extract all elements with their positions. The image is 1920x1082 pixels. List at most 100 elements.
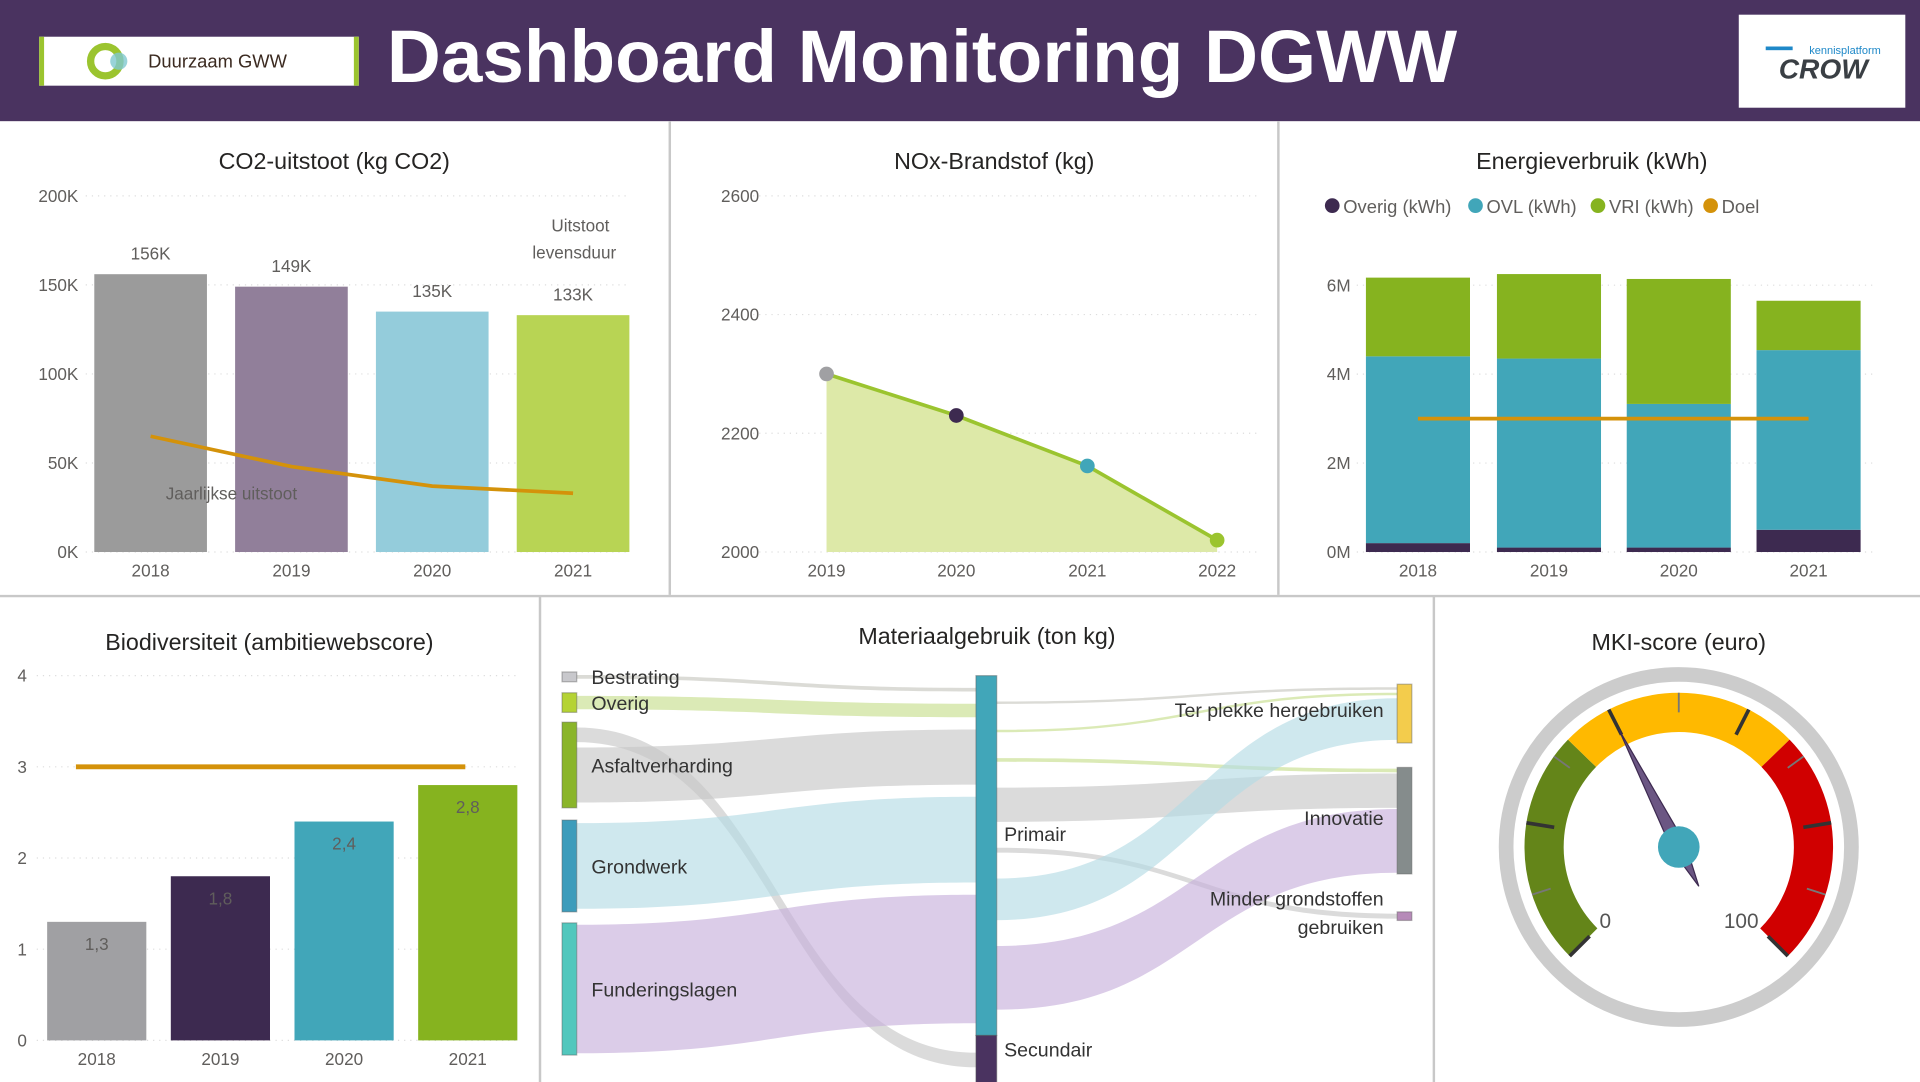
x-tick-label: 2021 <box>449 1049 487 1069</box>
sankey-node-bestrating[interactable] <box>561 671 578 683</box>
bar-data-label: 149K <box>271 256 312 276</box>
x-tick-label: 2020 <box>1660 560 1698 580</box>
bar-2020-vri <box>1626 278 1731 404</box>
logo-right-top: kennisplatform <box>1809 45 1881 57</box>
bar-data-label: 1,3 <box>85 934 109 954</box>
nox-title: NOx-Brandstof (kg) <box>894 148 1094 174</box>
bar-data-label: 2,8 <box>456 797 480 817</box>
sankey-label-minder-grondstoffen-gebruiken: Minder grondstoffen <box>1210 889 1384 911</box>
logo-left-text: Duurzaam GWW <box>148 50 287 71</box>
gauge-outer-ring <box>1498 667 1859 1027</box>
gauge-tick <box>1568 934 1591 958</box>
bar-2019-ovl <box>1496 358 1602 548</box>
sankey-node-overig[interactable] <box>561 692 578 713</box>
y-tick-label: 4M <box>1327 364 1351 384</box>
gauge-tick <box>1766 934 1790 958</box>
mki-gauge: 0 100 <box>1498 667 1859 1027</box>
y-tick-label: 2M <box>1327 453 1351 473</box>
sankey-node-asfaltverharding[interactable] <box>561 721 578 809</box>
duurzaam-gww-logo[interactable]: Duurzaam GWW <box>39 36 359 86</box>
nox-point-2020 <box>948 408 964 423</box>
sankey-link-grondwerk-to-primair <box>576 796 976 909</box>
x-tick-label: 2022 <box>1198 560 1236 580</box>
bar-2021-overig <box>1756 529 1861 553</box>
x-tick-label: 2021 <box>1790 560 1828 580</box>
gauge-band <box>1759 739 1834 957</box>
y-tick-label: 150K <box>38 275 79 295</box>
bar-2020-ovl <box>1626 403 1731 548</box>
bar-2020-overig <box>1626 547 1731 553</box>
sankey-label-asfaltverharding: Asfaltverharding <box>591 755 733 777</box>
gauge-tick <box>1806 887 1826 896</box>
sankey-link-primair-to-ter-plekke-hergebruiken <box>996 692 1398 733</box>
sankey-label-minder-grondstoffen-gebruiken-2: gebruiken <box>1298 917 1384 939</box>
y-tick-label: 2 <box>17 848 27 868</box>
x-tick-label: 2018 <box>78 1049 116 1069</box>
legend-item: Overig (kWh) <box>1343 196 1451 217</box>
bar-data-label: 135K <box>412 281 453 301</box>
legend-item: OVL (kWh) <box>1487 196 1577 217</box>
x-tick-label: 2021 <box>1068 560 1106 580</box>
bar-2019-vri <box>1496 274 1602 359</box>
page-title: Dashboard Monitoring DGWW <box>387 14 1458 98</box>
bar-2018 <box>47 921 147 1041</box>
nox-point-2019 <box>819 366 834 382</box>
jaarlijkse-uitstoot-line <box>150 434 574 496</box>
materiaal-sankey: Bestrating Overig Asfaltverharding Grondwer… <box>561 667 1413 1082</box>
nox-point-2021 <box>1080 458 1095 474</box>
x-tick-label: 2019 <box>807 560 845 580</box>
gauge-tick <box>1526 821 1555 830</box>
y-tick-label: 2200 <box>721 423 759 443</box>
y-tick-label: 3 <box>17 757 27 777</box>
sankey-node-secundair[interactable] <box>975 1034 998 1082</box>
bar-2020 <box>294 821 394 1041</box>
sankey-node-primair[interactable] <box>975 675 998 1037</box>
gauge-min-label: 0 <box>1600 910 1612 933</box>
sankey-node-innovatie[interactable] <box>1396 766 1413 875</box>
biodiversiteit-chart: 0 1 2 3 4 1,3 2018 1,8 2019 2,4 2020 2,8 2021 <box>17 666 521 1069</box>
y-tick-label: 2600 <box>721 186 759 206</box>
gauge-tick <box>1803 821 1832 830</box>
sankey-node-grondwerk[interactable] <box>561 819 578 913</box>
y-tick-label: 0K <box>57 542 79 562</box>
nox-point-2022 <box>1209 532 1225 548</box>
co2-title: CO2-uitstoot (kg CO2) <box>219 148 450 174</box>
biodiversiteit-title: Biodiversiteit (ambitiewebscore) <box>105 629 433 655</box>
bar-2021 <box>418 785 518 1041</box>
crow-logo[interactable]: kennisplatform CROW <box>1738 14 1906 108</box>
x-tick-label: 2021 <box>554 560 592 580</box>
x-tick-label: 2019 <box>1530 560 1568 580</box>
mki-title: MKI-score (euro) <box>1592 629 1766 655</box>
panel-dividers <box>0 121 1920 1082</box>
y-tick-label: 2000 <box>721 542 759 562</box>
bar-data-label: 133K <box>553 284 594 304</box>
y-tick-label: 2400 <box>721 305 759 325</box>
sankey-node-ter-plekke-hergebruiken[interactable] <box>1396 683 1413 744</box>
bar-data-label: 1,8 <box>208 888 232 908</box>
y-tick-label: 1 <box>17 939 27 959</box>
bar-data-label: 156K <box>131 244 172 264</box>
energie-title: Energieverbruik (kWh) <box>1476 148 1707 174</box>
sankey-link-funderingslagen-to-primair <box>576 894 976 1054</box>
bar-2019-overig <box>1496 547 1602 553</box>
y-tick-label: 50K <box>48 453 79 473</box>
bar-2018 <box>94 274 207 553</box>
gauge-tick <box>1734 708 1751 736</box>
sankey-label-innovatie: Innovatie <box>1304 808 1384 830</box>
sankey-link-overig-to-primair <box>576 695 976 718</box>
gauge-band <box>1567 692 1790 768</box>
sankey-label-primair: Primair <box>1004 824 1066 846</box>
sankey-label-ter-plekke-hergebruiken: Ter plekke hergebruiken <box>1175 700 1384 722</box>
sankey-link-primair-to-ter-plekke-hergebruiken <box>996 687 1398 704</box>
sankey-node-minder-grondstoffen-gebruiken[interactable] <box>1396 911 1413 922</box>
co2-annotation-jaarlijks: Jaarlijkse uitstoot <box>166 483 298 503</box>
gauge-tick <box>1531 887 1551 896</box>
sankey-link-asfaltverharding-to-primair <box>576 729 976 803</box>
sankey-node-funderingslagen[interactable] <box>561 922 578 1056</box>
y-tick-label: 0M <box>1327 542 1351 562</box>
materiaal-title: Materiaalgebruik (ton kg) <box>858 623 1115 649</box>
gauge-hub <box>1657 826 1700 868</box>
legend-marker <box>1324 198 1340 213</box>
x-tick-label: 2019 <box>272 560 310 580</box>
sankey-link-bestrating-to-primair <box>576 675 976 692</box>
